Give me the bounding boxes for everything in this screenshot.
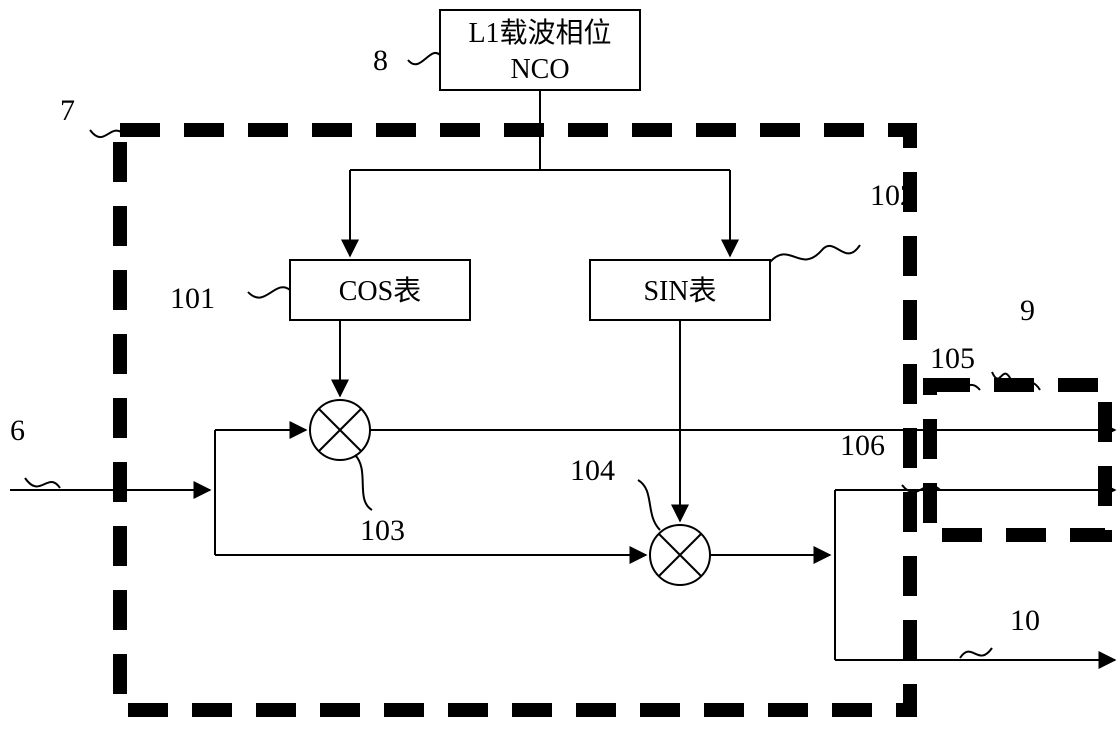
leader-101 [248, 287, 290, 297]
sin-box: SIN表 [590, 260, 770, 320]
leader-10 [960, 648, 992, 658]
label-7: 7 [60, 94, 75, 127]
boundary-main [120, 130, 910, 710]
boundary-small [930, 385, 1105, 535]
label-106: 106 [840, 429, 885, 462]
nco-box: L1载波相位 NCO [440, 10, 640, 90]
label-104: 104 [570, 454, 615, 487]
leader-6 [25, 478, 60, 488]
label-9: 9 [1020, 294, 1035, 327]
nco-line2: NCO [510, 54, 569, 85]
leader-104 [638, 480, 660, 530]
label-6: 6 [10, 414, 25, 447]
cos-label: COS表 [339, 275, 421, 307]
leader-8 [408, 53, 440, 64]
cos-box: COS表 [290, 260, 470, 320]
leader-103 [355, 455, 372, 510]
multiplier-2 [650, 525, 710, 585]
label-103: 103 [360, 514, 405, 547]
label-105: 105 [930, 342, 975, 375]
multiplier-1 [310, 400, 370, 460]
sin-label: SIN表 [643, 275, 716, 307]
label-102: 102 [870, 179, 915, 212]
nco-line1: L1载波相位 [468, 17, 611, 49]
label-10: 10 [1010, 604, 1040, 637]
label-101: 101 [170, 282, 215, 315]
label-8: 8 [373, 44, 388, 77]
leader-102 [770, 245, 860, 262]
leader-7 [90, 130, 125, 137]
